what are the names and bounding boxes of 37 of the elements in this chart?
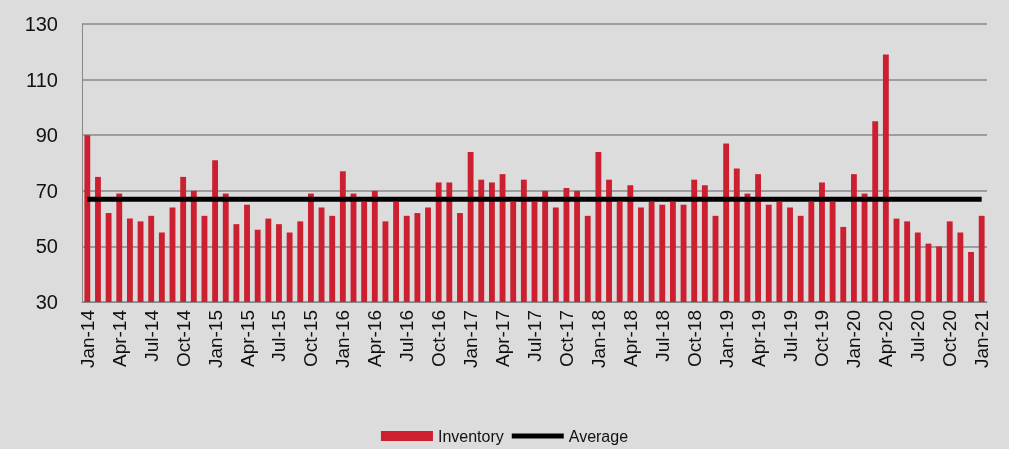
y-tick-label: 110: [26, 68, 58, 91]
x-tick-label: Jul-19: [779, 310, 801, 362]
x-tick-label: Oct-14: [172, 309, 194, 368]
x-tick-label: Oct-19: [811, 310, 833, 368]
x-tick-label: Jan-19: [715, 310, 737, 369]
x-tick-label: Jul-18: [651, 310, 673, 362]
y-tick-label: 70: [35, 179, 58, 202]
x-tick-label: Apr-14: [108, 309, 130, 368]
x-tick-label: Jan-20: [843, 310, 865, 369]
x-tick-label: Apr-15: [236, 310, 258, 368]
x-tick-label: Jan-14: [76, 309, 98, 369]
x-tick-label: Oct-18: [683, 310, 705, 368]
x-tick-label: Apr-17: [492, 310, 514, 368]
x-tick-label: Jul-20: [907, 310, 929, 362]
y-tick-label: 130: [24, 13, 58, 35]
y-tick-label: 50: [35, 235, 58, 258]
x-tick-label: Jan-21: [971, 310, 993, 369]
x-tick-label: Jul-15: [268, 310, 290, 362]
x-tick-label: Apr-18: [619, 310, 641, 368]
x-tick-label: Jan-16: [332, 310, 354, 369]
x-tick-label: Jul-14: [140, 309, 162, 362]
legend-label: Average: [568, 427, 629, 445]
y-tick-label: 90: [35, 124, 58, 147]
x-tick-label: Apr-19: [747, 310, 769, 368]
x-tick-label: Jul-16: [396, 310, 418, 362]
y-tick-label: 30: [35, 291, 58, 313]
x-tick-label: Jan-17: [460, 310, 482, 369]
x-tick-label: Oct-16: [428, 310, 450, 368]
legend-label: Inventory: [437, 427, 504, 445]
x-tick-label: Apr-20: [875, 310, 897, 368]
x-tick-label: Jan-18: [587, 310, 609, 369]
x-tick-label: Oct-17: [555, 310, 577, 368]
x-tick-label: Jan-15: [204, 310, 226, 369]
x-tick-label: Apr-16: [364, 310, 386, 368]
x-tick-label: Oct-20: [939, 310, 961, 368]
x-tick-label: Jul-17: [524, 310, 545, 362]
x-tick-label: Oct-15: [300, 310, 322, 368]
